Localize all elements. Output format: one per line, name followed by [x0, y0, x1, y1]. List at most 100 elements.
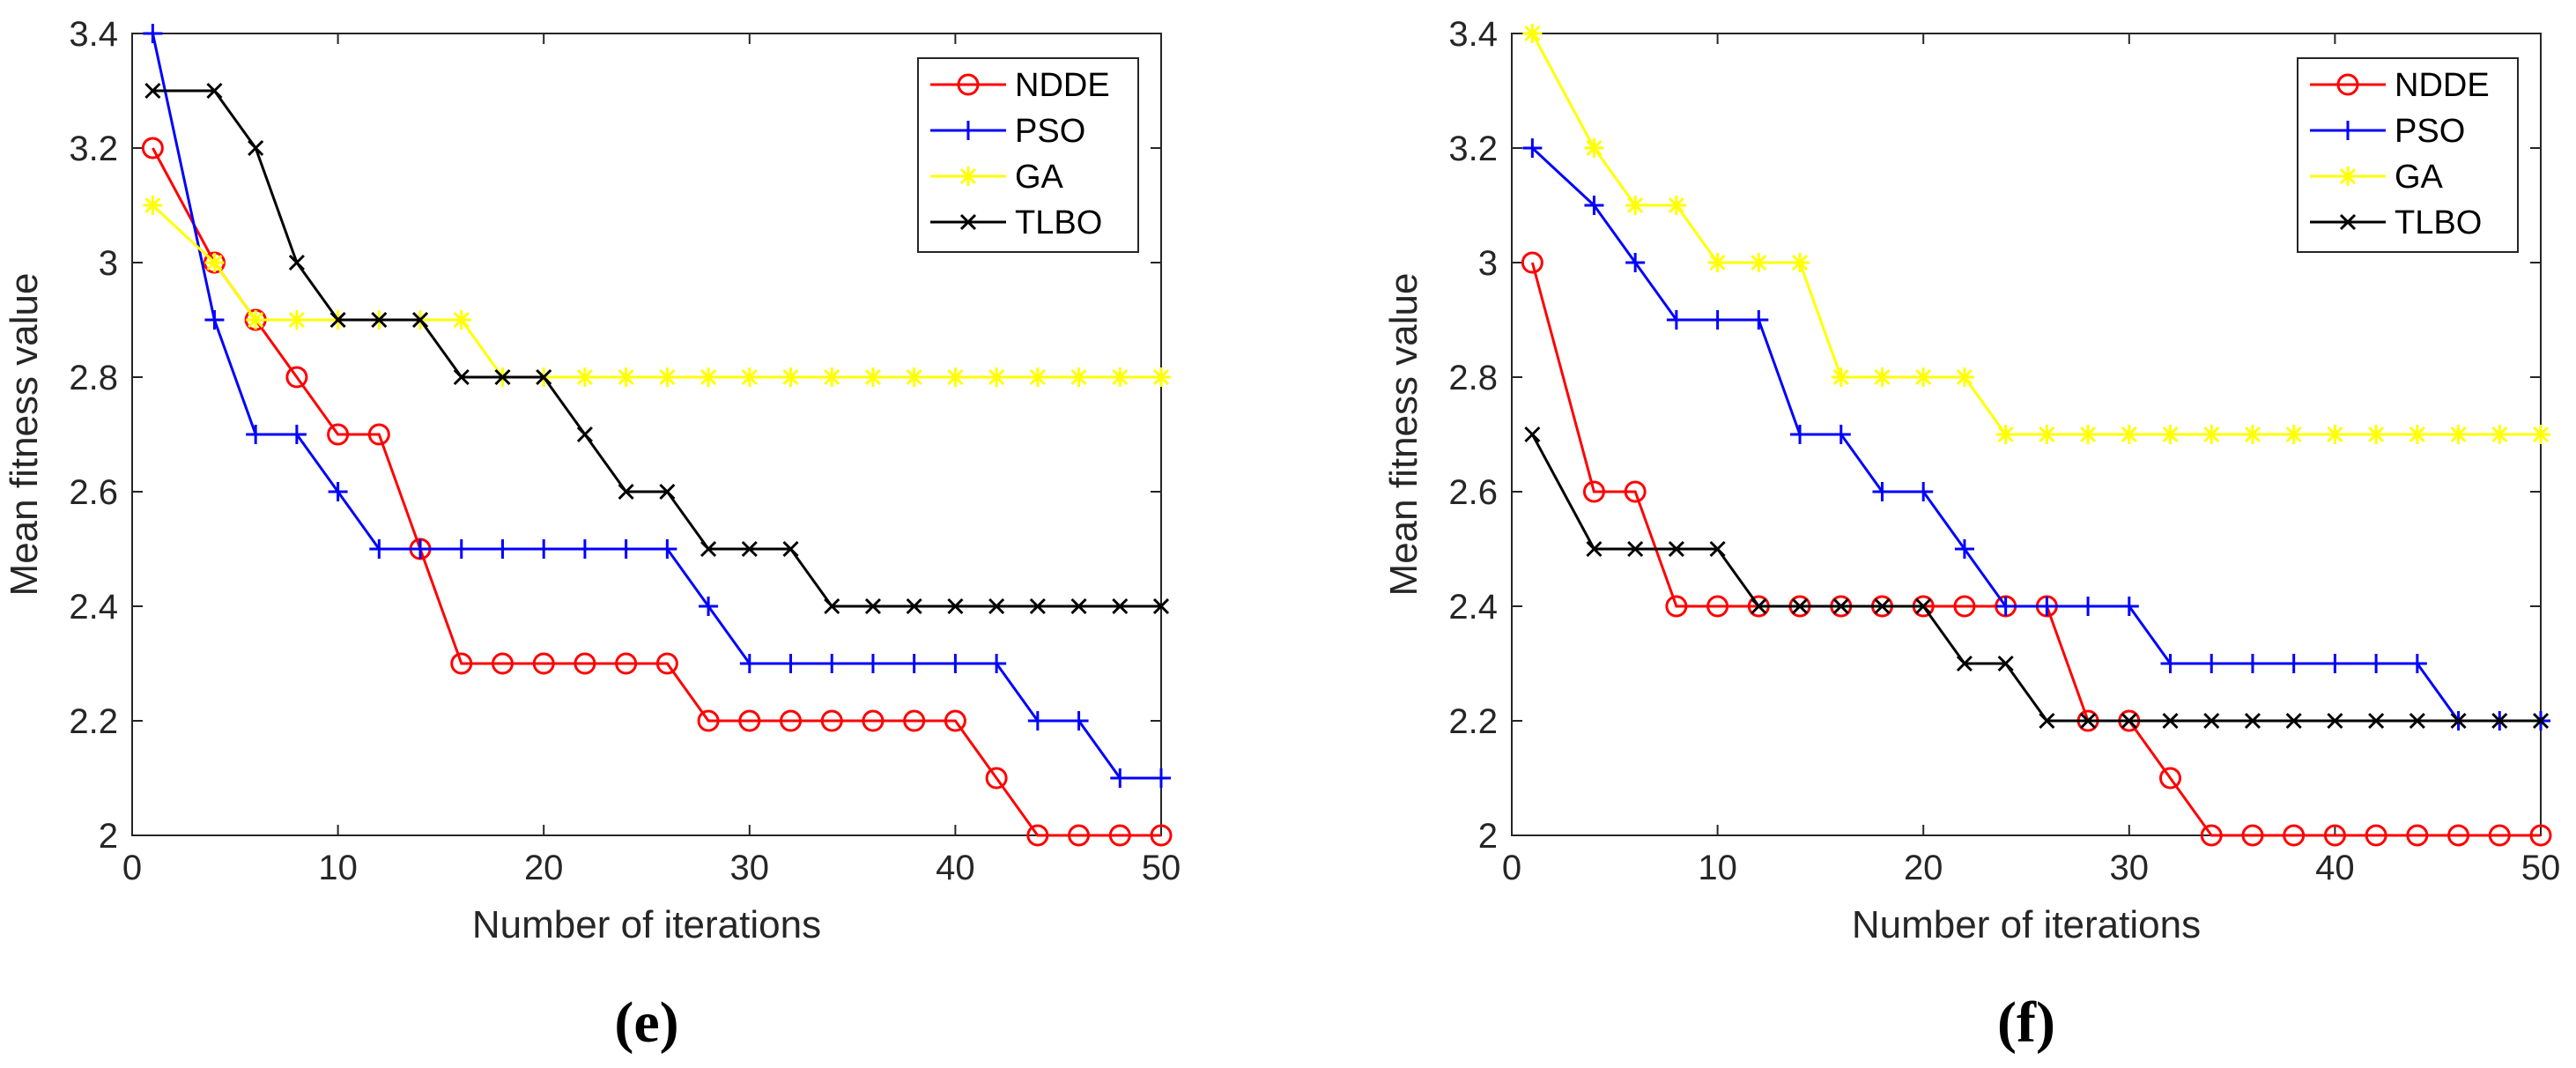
data-point-ga [987, 367, 1007, 387]
data-point-tlbo [1997, 655, 2014, 672]
y-tick-label: 2.6 [69, 473, 118, 512]
y-tick-label: 3.2 [1448, 130, 1498, 168]
data-point-ga [1995, 425, 2016, 444]
data-point-ga [1584, 138, 1604, 158]
data-point-tlbo [329, 311, 346, 329]
data-point-tlbo [248, 139, 264, 157]
data-point-ndde [780, 709, 803, 732]
data-point-ga [2325, 425, 2345, 444]
data-point-pso [699, 597, 719, 616]
data-point-tlbo [2285, 712, 2302, 730]
data-point-ga [2160, 425, 2180, 444]
data-point-ga [2119, 425, 2139, 444]
y-axis-label: Mean fitness value [3, 273, 46, 597]
data-point-pso [1069, 711, 1089, 731]
y-tick-label: 2.2 [1448, 702, 1498, 741]
data-point-ndde [2159, 767, 2182, 790]
data-point-tlbo [864, 597, 882, 615]
data-point-ga [2242, 425, 2262, 444]
data-point-ga [2078, 425, 2099, 444]
data-point-pso [2242, 654, 2262, 673]
legend-label-ga: GA [2395, 159, 2444, 196]
data-point-ndde [944, 709, 966, 732]
data-point-ndde [532, 652, 555, 675]
data-point-ndde [2447, 824, 2470, 847]
data-point-tlbo [1029, 597, 1046, 615]
legend-label-ndde: NDDE [2395, 67, 2490, 104]
data-point-ndde [1026, 824, 1049, 847]
data-point-tlbo [1874, 597, 1891, 615]
data-point-pso [2037, 597, 2057, 616]
data-point-pso [492, 539, 513, 559]
data-point-ndde [655, 652, 678, 675]
data-point-ga [143, 196, 163, 215]
data-point-tlbo [2532, 712, 2550, 730]
data-point-ndde [1706, 595, 1729, 618]
data-point-ga [699, 367, 719, 387]
data-point-pso [2325, 654, 2345, 673]
data-point-tlbo [2080, 712, 2097, 730]
data-point-ndde [862, 709, 885, 732]
data-point-pso [2284, 654, 2304, 673]
data-point-ndde [1665, 595, 1688, 618]
x-tick-label: 40 [2315, 849, 2355, 887]
legend-label-tlbo: TLBO [2395, 204, 2482, 241]
data-point-tlbo [782, 540, 799, 558]
legend-box [917, 57, 1139, 253]
data-point-ndde [697, 709, 720, 732]
data-point-ndde [2488, 824, 2511, 847]
data-point-ndde [285, 366, 308, 389]
y-tick-label: 3 [1478, 244, 1498, 283]
data-point-tlbo [1524, 426, 1541, 443]
data-point-tlbo [1709, 540, 1726, 558]
data-point-tlbo [206, 82, 223, 100]
data-point-pso [2119, 597, 2139, 616]
data-point-tlbo [2327, 712, 2343, 730]
data-point-tlbo [1112, 597, 1129, 615]
data-point-ndde [367, 423, 390, 446]
data-point-ndde [1953, 595, 1976, 618]
data-point-tlbo [2409, 712, 2425, 730]
y-tick-label: 2 [1478, 817, 1498, 856]
data-point-tlbo [1915, 597, 1932, 615]
data-point-ga [2531, 425, 2550, 444]
data-point-pso [1110, 768, 1130, 788]
data-point-ndde [327, 423, 350, 446]
data-point-ndde [574, 652, 596, 675]
y-tick-label: 2.8 [1448, 359, 1498, 397]
x-tick-label: 10 [1698, 849, 1737, 887]
data-point-ndde [2200, 824, 2223, 847]
x-tick-label: 0 [1502, 849, 1521, 887]
data-point-pso [1790, 425, 1810, 444]
legend-marker-tlbo [959, 213, 977, 231]
data-point-tlbo [618, 483, 634, 501]
data-point-ga [1913, 367, 1934, 387]
data-point-ndde [1582, 480, 1605, 503]
data-point-ga [1666, 196, 1686, 215]
data-point-tlbo [288, 254, 305, 271]
data-point-tlbo [1668, 540, 1684, 558]
chart-panel-e: 0 10 20 30 40 50 2 2.2 2.4 2.6 2.8 3 3.2 3.4 Number of… [3, 15, 1181, 1055]
data-point-tlbo [1070, 597, 1087, 615]
data-point-ndde [1150, 824, 1173, 847]
legend-marker-pso [2338, 121, 2358, 140]
data-point-tlbo [371, 311, 388, 329]
data-point-ndde [2323, 824, 2346, 847]
data-point-ga [246, 310, 266, 330]
data-point-ga [1790, 253, 1810, 272]
legend-label-ga: GA [1015, 159, 1064, 196]
data-point-pso [904, 654, 924, 673]
data-point-ga [1151, 367, 1171, 387]
data-point-pso [534, 539, 554, 559]
data-point-pso [657, 539, 677, 559]
data-point-pso [1913, 482, 1934, 501]
legend-label-tlbo: TLBO [1015, 204, 1102, 241]
data-point-tlbo [2121, 712, 2137, 730]
data-point-ga [862, 367, 883, 387]
data-point-pso [328, 482, 348, 501]
data-point-ga [657, 367, 677, 387]
legend-marker-ndde [2336, 73, 2359, 96]
data-point-ndde [2529, 824, 2552, 847]
data-point-pso [945, 654, 966, 673]
y-tick-label: 2.8 [69, 359, 118, 397]
